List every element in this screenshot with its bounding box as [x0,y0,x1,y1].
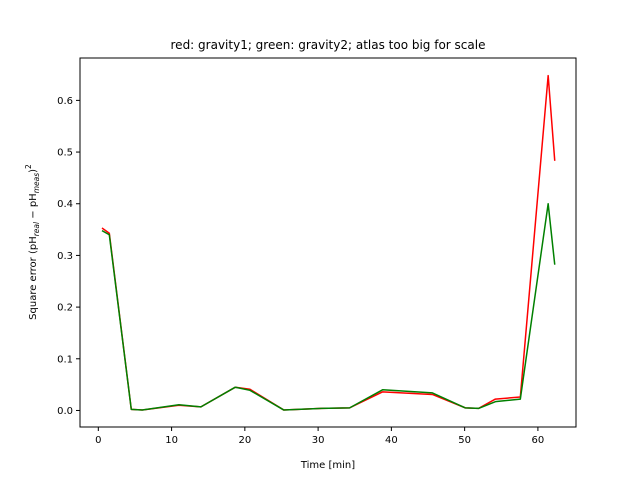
x-tick-label: 30 [312,435,325,446]
y-tick-label: 0.5 [57,148,73,159]
y-tick-label: 0.1 [57,354,73,365]
x-tick-label: 0 [95,435,101,446]
y-axis-label-sub-real: real [32,221,41,236]
y-tick-label: 0.4 [57,199,73,210]
x-tick-label: 50 [458,435,471,446]
y-tick-label: 0.0 [57,406,73,417]
x-tick-label: 60 [532,435,545,446]
y-axis-label: Square error (pHreal − pHmeas)2 [24,164,41,320]
series-line [101,202,556,411]
y-axis-label-tail: ) [28,169,39,173]
plot-area [80,58,576,427]
x-tick-label: 20 [238,435,251,446]
x-axis-label: Time [min] [300,460,355,471]
ticks-layer: 0 10 20 30 40 50 60 0.0 0.1 0.2 0.3 0.4 0.5 0.6 [57,96,544,446]
y-tick-label: 0.6 [57,96,73,107]
y-tick-label: 0.2 [57,303,73,314]
series-layer [101,74,556,411]
x-tick-label: 40 [385,435,398,446]
x-tick-label: 10 [165,435,178,446]
axes-frame [79,57,577,428]
chart-title: red: gravity1; green: gravity2; atlas to… [171,38,486,52]
y-axis-label-sub-meas: meas [32,173,41,194]
y-axis-label-main: Square error (pH [28,236,39,320]
y-axis-label-mid: − pH [28,193,39,222]
y-axis-label-sup: 2 [24,164,33,169]
y-tick-label: 0.3 [57,251,73,262]
